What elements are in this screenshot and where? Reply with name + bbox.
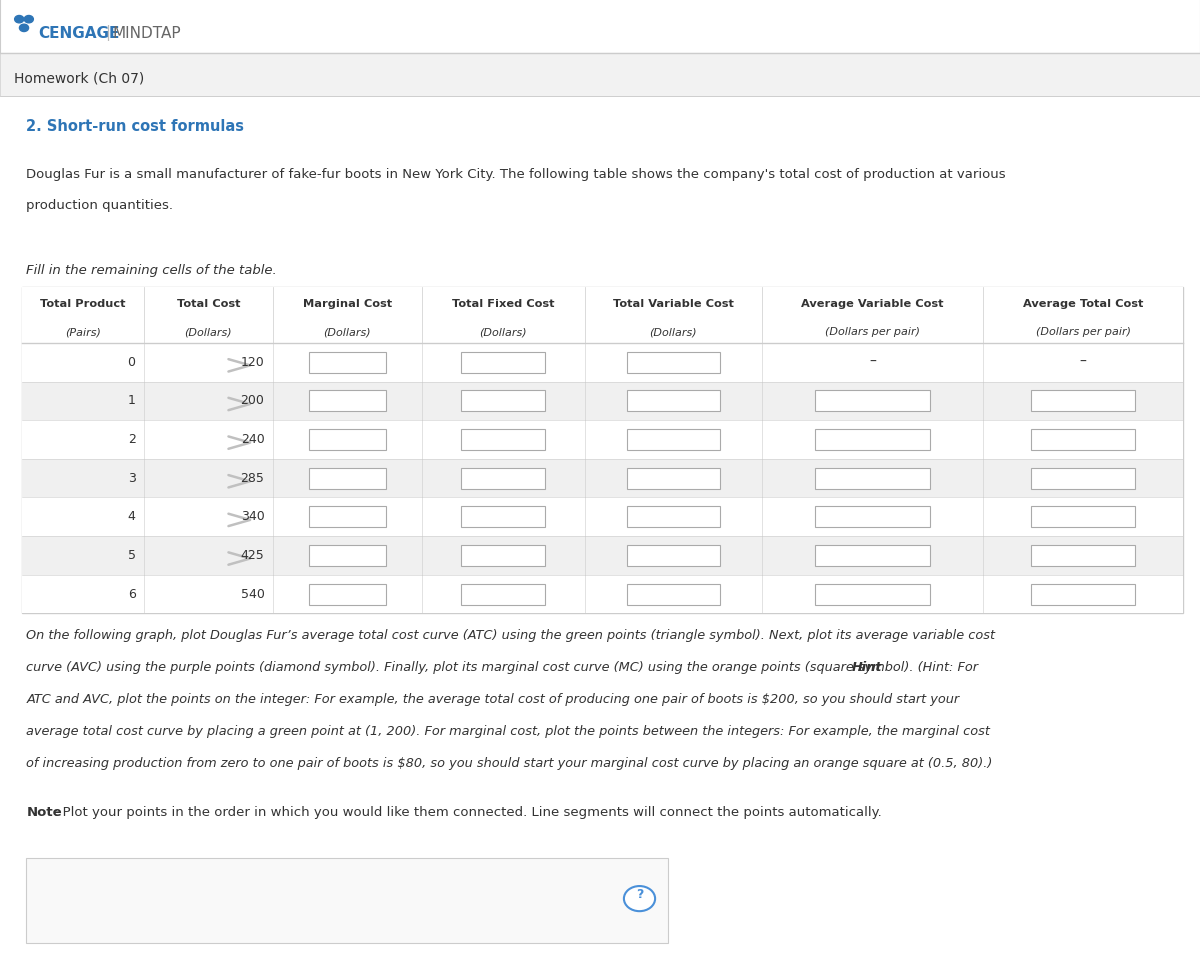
- Text: –: –: [1080, 355, 1087, 369]
- Text: Average Total Cost: Average Total Cost: [1024, 299, 1144, 309]
- Bar: [461, 583, 546, 605]
- Bar: [815, 390, 930, 412]
- Text: 340: 340: [241, 510, 264, 524]
- Text: Fill in the remaining cells of the table.: Fill in the remaining cells of the table…: [26, 265, 277, 277]
- Circle shape: [24, 15, 34, 23]
- Bar: [308, 545, 386, 566]
- Bar: [0, 0, 1200, 53]
- Bar: [461, 468, 546, 489]
- Text: 120: 120: [241, 355, 264, 369]
- Text: ?: ?: [636, 888, 643, 900]
- Text: Total Cost: Total Cost: [176, 299, 240, 309]
- Text: 425: 425: [241, 549, 264, 562]
- Bar: [308, 390, 386, 412]
- Text: |: |: [106, 25, 110, 41]
- Circle shape: [19, 24, 29, 32]
- Bar: [22, 287, 1183, 343]
- Bar: [22, 420, 1183, 459]
- Text: curve (AVC) using the purple points (diamond symbol). Finally, plot its marginal: curve (AVC) using the purple points (dia…: [26, 662, 978, 674]
- Bar: [22, 382, 1183, 420]
- Bar: [1031, 468, 1135, 489]
- Bar: [22, 287, 1183, 613]
- Text: Marginal Cost: Marginal Cost: [302, 299, 391, 309]
- Text: 540: 540: [240, 587, 264, 601]
- Text: (Dollars per pair): (Dollars per pair): [826, 327, 920, 337]
- Text: 6: 6: [127, 587, 136, 601]
- Bar: [815, 468, 930, 489]
- Bar: [815, 545, 930, 566]
- Bar: [1031, 506, 1135, 527]
- Bar: [628, 352, 720, 373]
- Bar: [628, 545, 720, 566]
- Text: On the following graph, plot Douglas Fur’s average total cost curve (ATC) using : On the following graph, plot Douglas Fur…: [26, 630, 996, 642]
- Text: production quantities.: production quantities.: [26, 199, 174, 212]
- Text: 3: 3: [127, 471, 136, 485]
- Text: –: –: [869, 355, 876, 369]
- Circle shape: [14, 15, 24, 23]
- Bar: [461, 506, 546, 527]
- Bar: [22, 575, 1183, 613]
- Circle shape: [624, 886, 655, 911]
- Bar: [628, 468, 720, 489]
- Text: 0: 0: [127, 355, 136, 369]
- Bar: [26, 858, 668, 943]
- Bar: [308, 352, 386, 373]
- Text: average total cost curve by placing a green point at (1, 200). For marginal cost: average total cost curve by placing a gr…: [26, 725, 990, 738]
- Text: (Dollars): (Dollars): [479, 327, 527, 337]
- Bar: [1031, 429, 1135, 450]
- Text: Average Variable Cost: Average Variable Cost: [802, 299, 944, 309]
- Bar: [308, 429, 386, 450]
- Text: 285: 285: [240, 471, 264, 485]
- Bar: [628, 583, 720, 605]
- Text: ATC and AVC, plot the points on the integer: For example, the average total cost: ATC and AVC, plot the points on the inte…: [26, 694, 960, 706]
- Text: 5: 5: [127, 549, 136, 562]
- Bar: [308, 468, 386, 489]
- Text: MINDTAP: MINDTAP: [113, 26, 181, 41]
- Text: (Dollars): (Dollars): [323, 327, 371, 337]
- Text: Hint: Hint: [852, 662, 882, 674]
- Text: 2: 2: [127, 433, 136, 446]
- Text: Douglas Fur is a small manufacturer of fake-fur boots in New York City. The foll: Douglas Fur is a small manufacturer of f…: [26, 168, 1006, 181]
- Text: 240: 240: [241, 433, 264, 446]
- Bar: [22, 459, 1183, 497]
- Text: (Dollars per pair): (Dollars per pair): [1036, 327, 1130, 337]
- Bar: [815, 506, 930, 527]
- Bar: [308, 506, 386, 527]
- Bar: [1031, 390, 1135, 412]
- Bar: [461, 352, 546, 373]
- Text: 4: 4: [127, 510, 136, 524]
- Text: CENGAGE: CENGAGE: [38, 26, 120, 41]
- Text: 1: 1: [127, 394, 136, 408]
- Text: Total Fixed Cost: Total Fixed Cost: [452, 299, 554, 309]
- Text: 200: 200: [240, 394, 264, 408]
- Text: Total Product: Total Product: [40, 299, 126, 309]
- Bar: [461, 545, 546, 566]
- Text: 2. Short-run cost formulas: 2. Short-run cost formulas: [26, 119, 245, 134]
- Bar: [815, 583, 930, 605]
- Text: (Dollars): (Dollars): [649, 327, 697, 337]
- Bar: [1031, 583, 1135, 605]
- Bar: [628, 390, 720, 412]
- Bar: [628, 429, 720, 450]
- Text: of increasing production from zero to one pair of boots is $80, so you should st: of increasing production from zero to on…: [26, 757, 992, 770]
- Text: : Plot your points in the order in which you would like them connected. Line seg: : Plot your points in the order in which…: [54, 807, 882, 819]
- Bar: [22, 497, 1183, 536]
- Bar: [22, 536, 1183, 575]
- Bar: [628, 506, 720, 527]
- Bar: [22, 343, 1183, 382]
- Bar: [461, 429, 546, 450]
- Text: (Dollars): (Dollars): [185, 327, 233, 337]
- Text: Homework (Ch 07): Homework (Ch 07): [14, 71, 145, 85]
- Bar: [0, 53, 1200, 96]
- Bar: [1031, 545, 1135, 566]
- Text: Total Variable Cost: Total Variable Cost: [613, 299, 734, 309]
- Bar: [308, 583, 386, 605]
- Text: (Pairs): (Pairs): [65, 327, 101, 337]
- Bar: [815, 429, 930, 450]
- Text: Note: Note: [26, 807, 62, 819]
- Bar: [461, 390, 546, 412]
